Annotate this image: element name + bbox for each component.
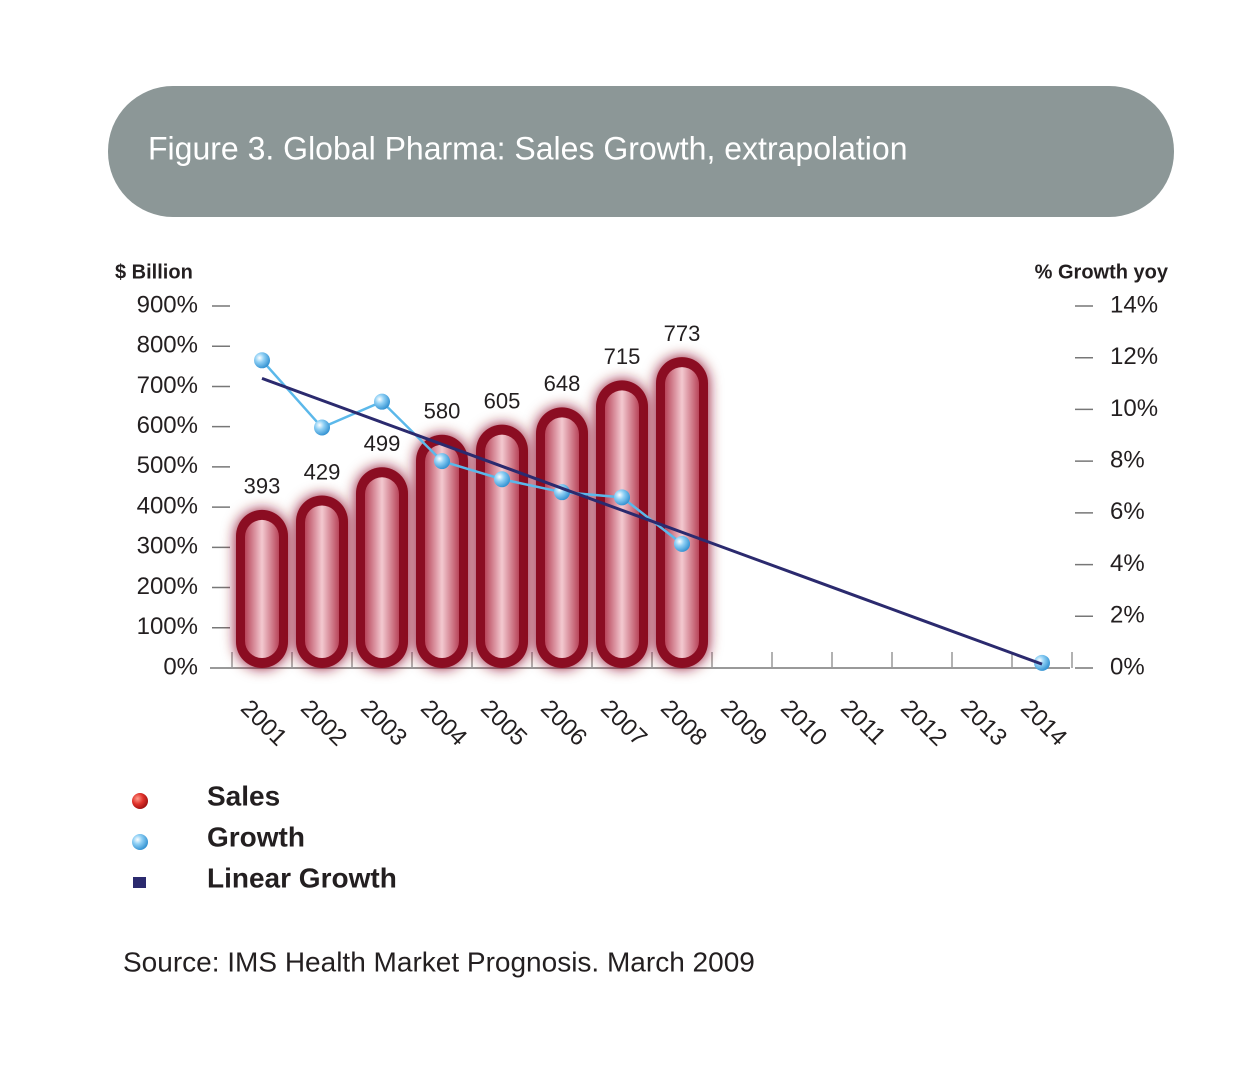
- data-label: 429: [304, 459, 341, 484]
- y-tick-label: 300%: [137, 533, 198, 560]
- y-tick-label: 400%: [137, 492, 198, 519]
- point: [674, 535, 690, 552]
- x-tick-label: 2001: [235, 695, 292, 752]
- y-tick-label: 500%: [137, 452, 198, 479]
- point: [434, 453, 450, 470]
- title-banner: [108, 86, 1174, 217]
- bar-highlight: [485, 434, 519, 658]
- legend-label: Sales: [207, 780, 280, 811]
- bar-highlight: [605, 390, 639, 658]
- y2-tick-label: 12%: [1110, 343, 1158, 370]
- data-label: 580: [424, 399, 461, 424]
- y-tick-label: 600%: [137, 412, 198, 439]
- line: [261, 376, 1043, 666]
- x-tick-label: 2013: [955, 695, 1012, 752]
- legend-marker: [132, 834, 148, 850]
- y-tick-label: 200%: [137, 573, 198, 600]
- x-tick-label: 2012: [895, 695, 952, 752]
- y2-tick-label: 14%: [1110, 291, 1158, 318]
- legend-marker: [132, 793, 148, 809]
- x-tick-label: 2007: [595, 695, 652, 752]
- chart-title: Figure 3. Global Pharma: Sales Growth, e…: [148, 130, 907, 166]
- data-label: 773: [664, 321, 701, 346]
- source-note: Source: IMS Health Market Prognosis. Mar…: [123, 946, 755, 977]
- legend-label: Linear Growth: [207, 862, 397, 893]
- x-tick-label: 2011: [835, 695, 891, 751]
- bar-highlight: [365, 477, 399, 658]
- x-tick-label: 2009: [715, 695, 772, 752]
- x-tick-label: 2005: [475, 695, 532, 752]
- legend-marker: [133, 877, 146, 888]
- data-label: 499: [364, 431, 401, 456]
- bar-highlight: [425, 444, 459, 658]
- x-tick-label: 2008: [655, 695, 712, 752]
- bar-highlight: [305, 505, 339, 658]
- y-tick-label: 100%: [137, 613, 198, 640]
- x-tick-label: 2003: [355, 695, 412, 752]
- data-label: 393: [244, 474, 281, 499]
- legend-label: Growth: [207, 821, 305, 852]
- point: [494, 471, 510, 488]
- y2-tick-label: 8%: [1110, 446, 1145, 473]
- data-label: 605: [484, 388, 521, 413]
- point: [374, 393, 390, 410]
- y-tick-label: 800%: [137, 332, 198, 359]
- bar-highlight: [665, 367, 699, 658]
- y2-tick-label: 10%: [1110, 395, 1158, 422]
- point: [614, 489, 630, 506]
- x-tick-label: 2006: [535, 695, 592, 752]
- data-label: 648: [544, 371, 581, 396]
- x-tick-label: 2010: [775, 695, 832, 752]
- y2-axis-title: % Growth yoy: [1035, 261, 1169, 283]
- x-tick-label: 2014: [1015, 695, 1072, 752]
- point: [314, 419, 330, 436]
- y2-tick-label: 0%: [1110, 653, 1145, 680]
- bar-highlight: [545, 417, 579, 658]
- x-tick-label: 2002: [295, 695, 352, 752]
- x-tick-label: 2004: [415, 695, 472, 752]
- bar-highlight: [245, 519, 279, 658]
- point: [254, 352, 270, 369]
- y-tick-label: 0%: [163, 653, 198, 680]
- y-tick-label: 700%: [137, 372, 198, 399]
- y2-tick-label: 2%: [1110, 602, 1145, 629]
- y2-tick-label: 4%: [1110, 550, 1145, 577]
- y2-tick-label: 6%: [1110, 498, 1145, 525]
- y-axis-title: $ Billion: [115, 261, 193, 283]
- data-label: 715: [604, 344, 641, 369]
- y-tick-label: 900%: [137, 291, 198, 318]
